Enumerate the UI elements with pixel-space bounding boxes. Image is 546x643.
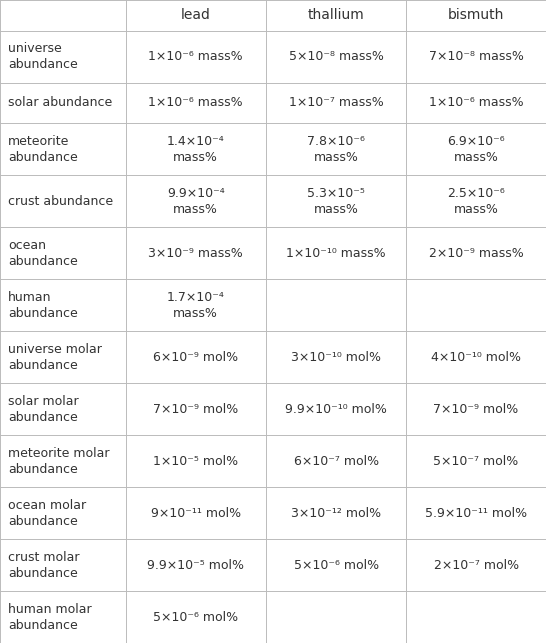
Text: 6×10⁻⁹ mol%: 6×10⁻⁹ mol% bbox=[153, 350, 238, 363]
Text: 9.9×10⁻⁴
mass%: 9.9×10⁻⁴ mass% bbox=[167, 186, 224, 215]
Text: 5×10⁻⁷ mol%: 5×10⁻⁷ mol% bbox=[434, 455, 519, 467]
Text: 3×10⁻⁹ mass%: 3×10⁻⁹ mass% bbox=[149, 246, 243, 260]
Text: ocean
abundance: ocean abundance bbox=[8, 239, 78, 267]
Text: 9.9×10⁻⁵ mol%: 9.9×10⁻⁵ mol% bbox=[147, 559, 244, 572]
Text: 1×10⁻⁶ mass%: 1×10⁻⁶ mass% bbox=[149, 50, 243, 63]
Text: 7.8×10⁻⁶
mass%: 7.8×10⁻⁶ mass% bbox=[307, 134, 365, 163]
Text: 1.4×10⁻⁴
mass%: 1.4×10⁻⁴ mass% bbox=[167, 134, 224, 163]
Text: 4×10⁻¹⁰ mol%: 4×10⁻¹⁰ mol% bbox=[431, 350, 521, 363]
Text: solar abundance: solar abundance bbox=[8, 96, 112, 109]
Text: 5×10⁻⁶ mol%: 5×10⁻⁶ mol% bbox=[294, 559, 378, 572]
Text: 1×10⁻⁶ mass%: 1×10⁻⁶ mass% bbox=[149, 96, 243, 109]
Text: ocean molar
abundance: ocean molar abundance bbox=[8, 498, 86, 527]
Text: 5.9×10⁻¹¹ mol%: 5.9×10⁻¹¹ mol% bbox=[425, 507, 527, 520]
Text: thallium: thallium bbox=[308, 8, 364, 23]
Text: solar molar
abundance: solar molar abundance bbox=[8, 395, 79, 424]
Text: human molar
abundance: human molar abundance bbox=[8, 602, 92, 631]
Text: 6.9×10⁻⁶
mass%: 6.9×10⁻⁶ mass% bbox=[447, 134, 505, 163]
Text: human
abundance: human abundance bbox=[8, 291, 78, 320]
Text: universe molar
abundance: universe molar abundance bbox=[8, 343, 102, 372]
Text: 7×10⁻⁹ mol%: 7×10⁻⁹ mol% bbox=[153, 403, 239, 415]
Text: 7×10⁻⁸ mass%: 7×10⁻⁸ mass% bbox=[429, 50, 524, 63]
Text: 9×10⁻¹¹ mol%: 9×10⁻¹¹ mol% bbox=[151, 507, 241, 520]
Text: 1.7×10⁻⁴
mass%: 1.7×10⁻⁴ mass% bbox=[167, 291, 224, 320]
Text: 5×10⁻⁶ mol%: 5×10⁻⁶ mol% bbox=[153, 610, 238, 624]
Text: 2×10⁻⁹ mass%: 2×10⁻⁹ mass% bbox=[429, 246, 524, 260]
Text: lead: lead bbox=[181, 8, 211, 23]
Text: crust abundance: crust abundance bbox=[8, 195, 114, 208]
Text: crust molar
abundance: crust molar abundance bbox=[8, 550, 80, 579]
Text: 1×10⁻⁷ mass%: 1×10⁻⁷ mass% bbox=[289, 96, 383, 109]
Text: 6×10⁻⁷ mol%: 6×10⁻⁷ mol% bbox=[294, 455, 378, 467]
Text: universe
abundance: universe abundance bbox=[8, 42, 78, 71]
Text: 1×10⁻⁶ mass%: 1×10⁻⁶ mass% bbox=[429, 96, 524, 109]
Text: bismuth: bismuth bbox=[448, 8, 505, 23]
Text: 5×10⁻⁸ mass%: 5×10⁻⁸ mass% bbox=[289, 50, 383, 63]
Text: meteorite
abundance: meteorite abundance bbox=[8, 134, 78, 163]
Text: 2×10⁻⁷ mol%: 2×10⁻⁷ mol% bbox=[434, 559, 519, 572]
Text: 3×10⁻¹² mol%: 3×10⁻¹² mol% bbox=[291, 507, 381, 520]
Text: 9.9×10⁻¹⁰ mol%: 9.9×10⁻¹⁰ mol% bbox=[285, 403, 387, 415]
Text: 1×10⁻⁵ mol%: 1×10⁻⁵ mol% bbox=[153, 455, 238, 467]
Text: 2.5×10⁻⁶
mass%: 2.5×10⁻⁶ mass% bbox=[447, 186, 505, 215]
Text: 1×10⁻¹⁰ mass%: 1×10⁻¹⁰ mass% bbox=[286, 246, 386, 260]
Text: 5.3×10⁻⁵
mass%: 5.3×10⁻⁵ mass% bbox=[307, 186, 365, 215]
Text: 7×10⁻⁹ mol%: 7×10⁻⁹ mol% bbox=[434, 403, 519, 415]
Text: meteorite molar
abundance: meteorite molar abundance bbox=[8, 446, 110, 476]
Text: 3×10⁻¹⁰ mol%: 3×10⁻¹⁰ mol% bbox=[291, 350, 381, 363]
